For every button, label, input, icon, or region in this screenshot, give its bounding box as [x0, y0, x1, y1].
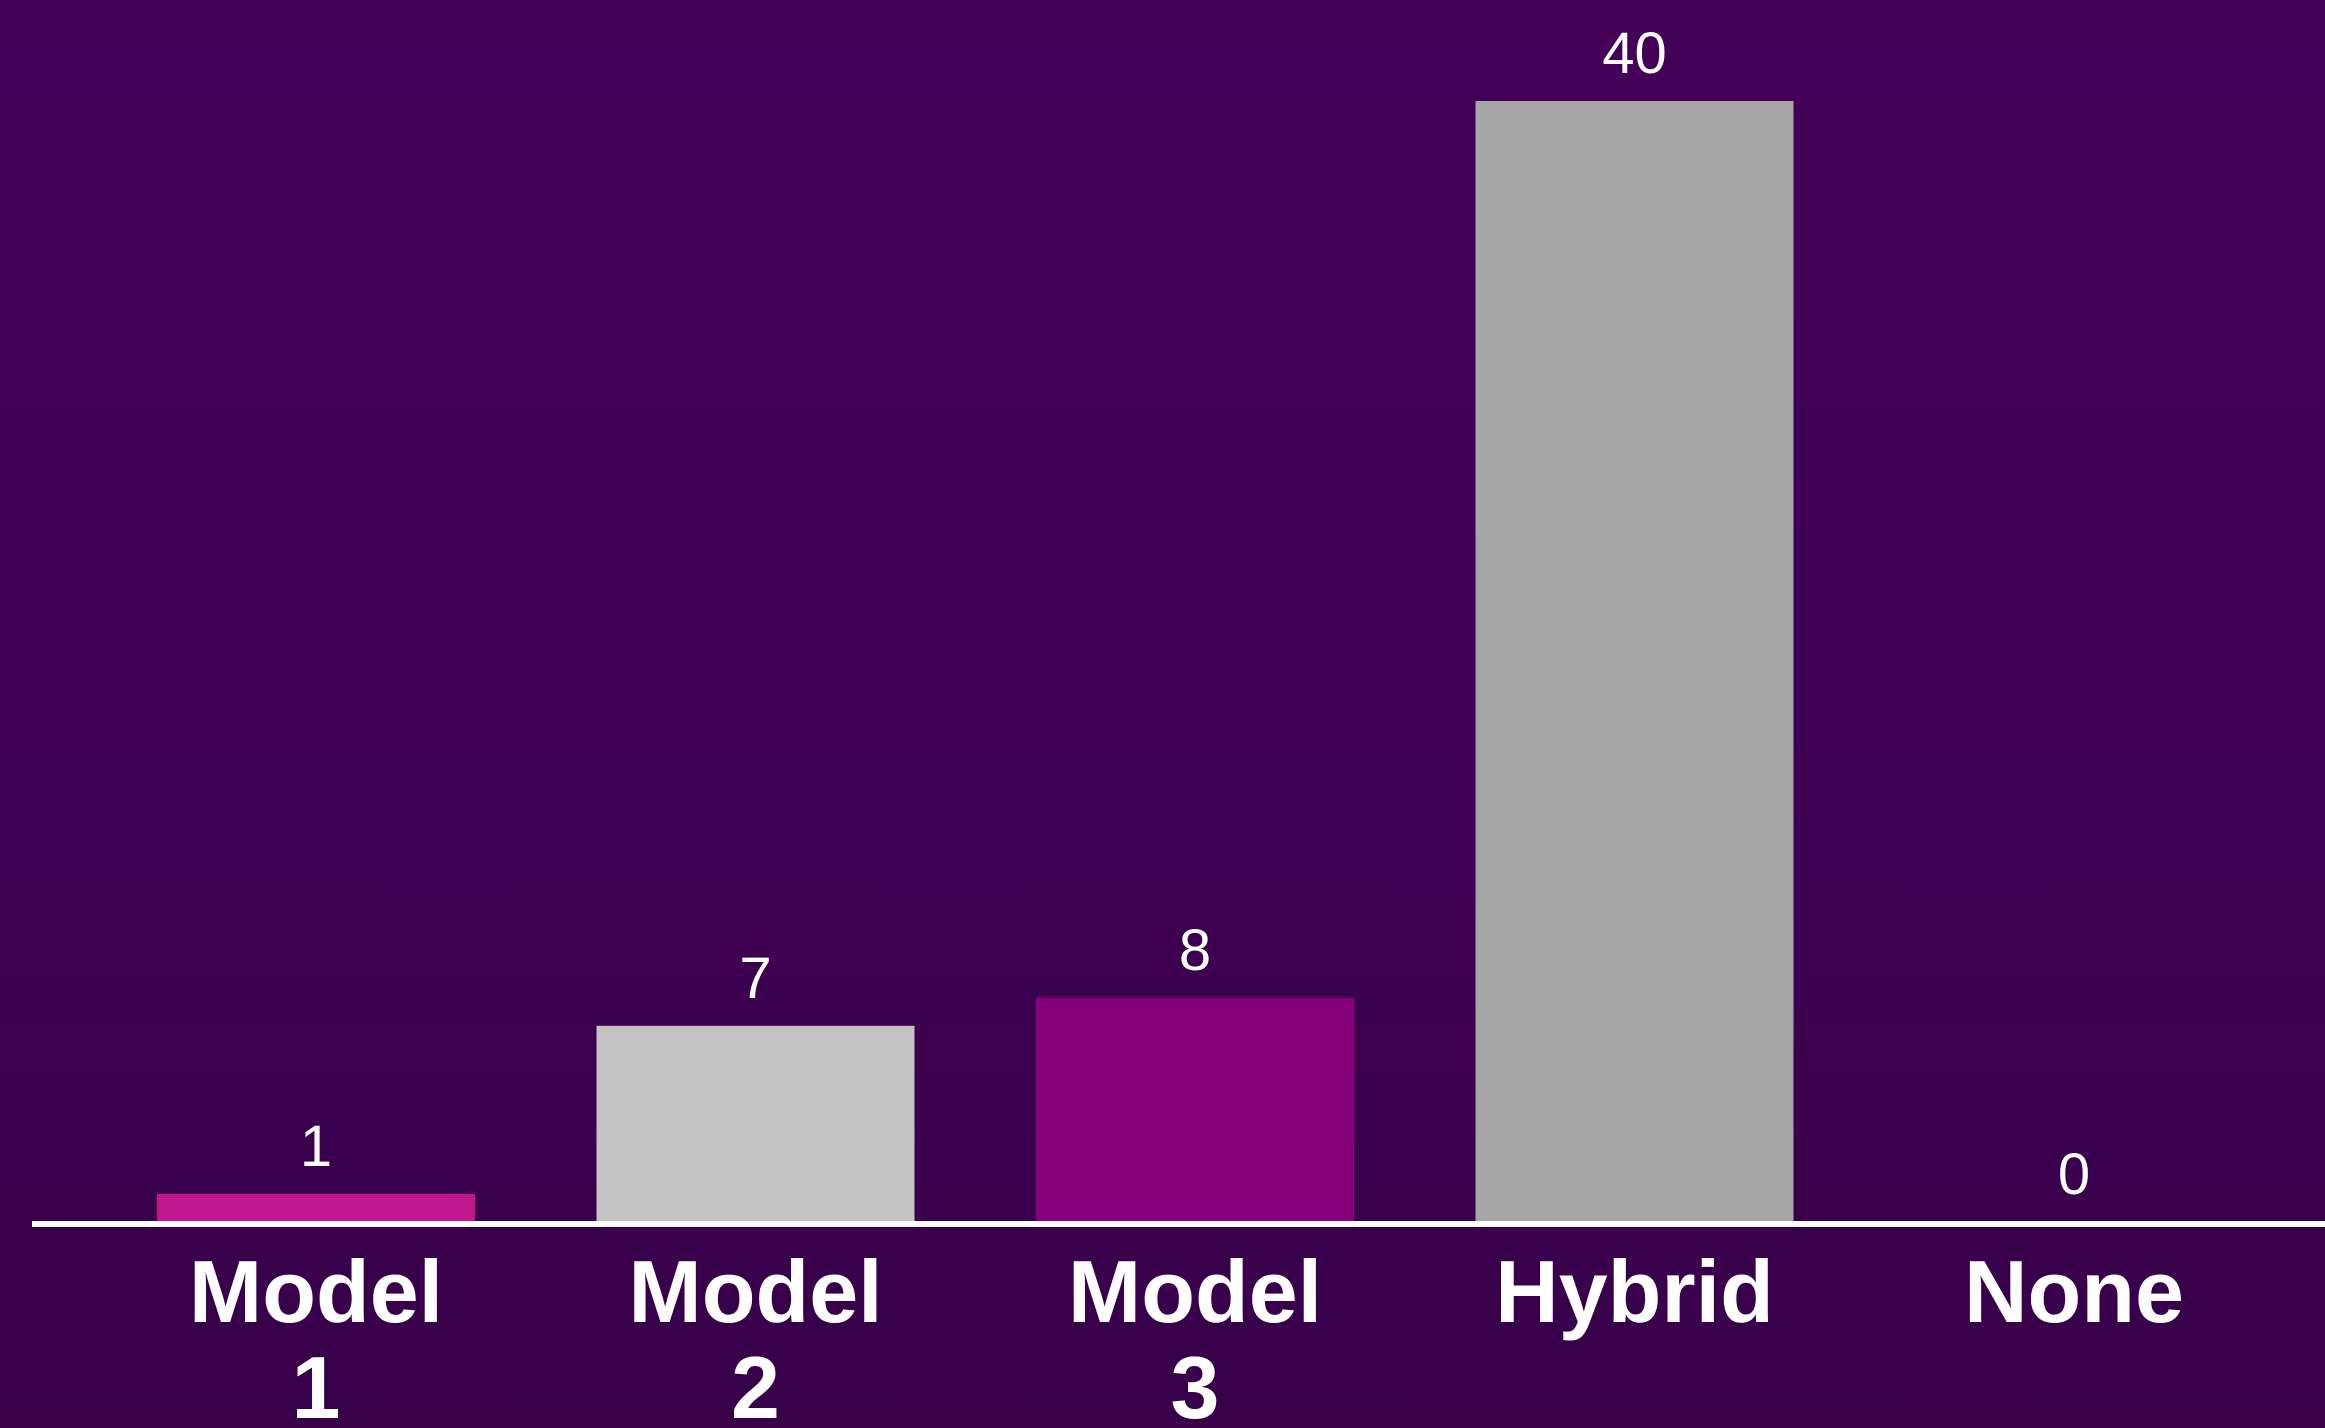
x-tick-label-line: Hybrid — [1495, 1242, 1774, 1341]
bar-value-label: 7 — [739, 946, 771, 1011]
x-tick-label-line: Model — [189, 1242, 443, 1341]
x-tick-label-line: 2 — [731, 1338, 780, 1428]
bars-group — [157, 101, 1794, 1222]
bar-value-label: 40 — [1602, 21, 1667, 86]
x-tick-label: Hybrid — [1495, 1242, 1774, 1341]
bar — [1475, 101, 1794, 1222]
x-tick-label: Model 1 — [189, 1242, 443, 1428]
x-tick-label-line: Model — [1068, 1242, 1322, 1341]
bar — [1036, 997, 1354, 1222]
x-tick-label: Model 3 — [1068, 1242, 1322, 1428]
bar — [596, 1025, 915, 1222]
x-tick-label-line: 1 — [292, 1338, 341, 1428]
x-tick-label-line: Model — [628, 1242, 882, 1341]
bar — [157, 1194, 475, 1222]
x-tick-label-line: 3 — [1171, 1338, 1220, 1428]
bar-value-label: 0 — [2058, 1142, 2090, 1207]
x-tick-label: None — [1964, 1242, 2184, 1341]
bar-value-label: 8 — [1179, 918, 1211, 983]
x-tick-label-line: None — [1964, 1242, 2184, 1341]
value-labels-group: 1 7 8 40 0 — [300, 21, 2090, 1207]
bar-value-label: 1 — [300, 1114, 332, 1179]
x-tick-label: Model 2 — [628, 1242, 882, 1428]
